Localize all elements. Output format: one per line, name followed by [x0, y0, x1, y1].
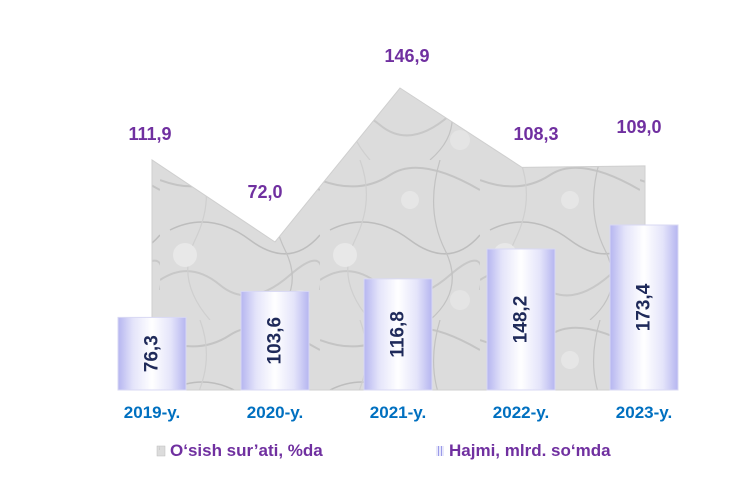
growth-value-label: 72,0 — [247, 182, 282, 202]
category-label: 2019-y. — [124, 403, 180, 422]
bar-value-label: 103,6 — [265, 317, 286, 365]
legend-swatch-volume — [436, 446, 444, 456]
bar-value-label: 116,8 — [388, 311, 409, 358]
legend-label-volume: Hajmi, mlrd. so‘mda — [449, 441, 611, 460]
bar — [486, 248, 556, 391]
legend-swatch-growth — [156, 445, 166, 457]
bar — [240, 290, 310, 391]
bar-value-label: 148,2 — [511, 296, 532, 344]
growth-value-label: 111,9 — [128, 124, 171, 144]
growth-value-label: 109,0 — [616, 117, 661, 137]
category-label: 2023-y. — [616, 403, 672, 422]
bar — [609, 224, 679, 391]
category-label: 2020-y. — [247, 403, 303, 422]
category-label: 2022-y. — [493, 403, 549, 422]
growth-value-label: 108,3 — [513, 124, 558, 144]
bar-value-label: 76,3 — [142, 335, 163, 372]
legend-label-growth: O‘sish sur’ati, %da — [170, 441, 323, 460]
bar — [363, 278, 433, 391]
growth-value-label: 146,9 — [384, 46, 429, 66]
bar-value-label: 173,4 — [634, 283, 655, 331]
bar — [117, 316, 187, 391]
category-label: 2021-y. — [370, 403, 426, 422]
